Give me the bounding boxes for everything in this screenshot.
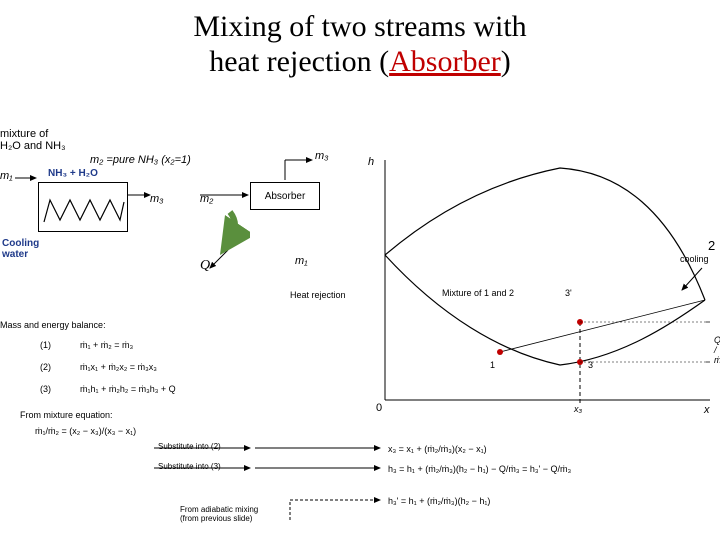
sub-into-3-label: Substitute into (3)	[158, 462, 221, 471]
m1-near-q-label: m₁	[295, 255, 308, 267]
x3-label: x₃	[574, 404, 582, 414]
result-x3: x₃ = x₁ + (ṁ₂/ṁ₃)(x₂ − x₁)	[388, 444, 487, 454]
eq2: ṁ₁x₁ + ṁ₂x₂ = ṁ₃x₃	[80, 362, 157, 372]
m3-small-label: m₃	[150, 193, 164, 205]
eq2-num: (2)	[40, 362, 51, 372]
mass-energy-balance-header: Mass and energy balance:	[0, 320, 106, 330]
eq1-num: (1)	[40, 340, 51, 350]
eq3-num: (3)	[40, 384, 51, 394]
sub-into-2-label: Substitute into (2)	[158, 442, 221, 451]
pt2-label: 2	[708, 238, 715, 253]
from-adiabatic-label: From adiabatic mixing (from previous sli…	[180, 505, 258, 523]
from-mixture-eq-header: From mixture equation:	[20, 410, 113, 420]
mixture-eq: ṁ₁/ṁ₂ = (x₂ − x₃)/(x₃ − x₁)	[35, 426, 136, 436]
h-axis-label: h	[368, 156, 374, 168]
m2-small-label: m₂	[200, 193, 213, 205]
three-prime-label: 3'	[565, 288, 572, 298]
cooling-label: cooling	[680, 254, 709, 264]
heat-rejection-label: Heat rejection	[290, 290, 346, 300]
pt1-label: 1	[490, 360, 495, 370]
q-label: Q	[200, 258, 210, 274]
q-arrow-icon	[210, 210, 250, 260]
hx-chart: h 0 x 2 Mixture of 1 and 2 3' cooling 1 …	[380, 160, 710, 440]
absorber-box: Absorber	[250, 182, 320, 210]
result-h3: h₃ = h₁ + (ṁ₂/ṁ₃)(h₂ − h₁) − Q/ṁ₃ = h₃' …	[388, 464, 571, 474]
q-over-m3-label: Q / ṁ₃	[714, 335, 720, 365]
result-h3p: h₃' = h₁ + (ṁ₂/ṁ₃)(h₂ − h₁)	[388, 496, 490, 506]
hx-chart-svg	[380, 160, 710, 440]
x-axis-label: x	[704, 404, 710, 416]
eq1: ṁ₁ + ṁ₂ = ṁ₃	[80, 340, 133, 350]
pt3-label: 3	[588, 360, 593, 370]
eq3: ṁ₁h₁ + ṁ₂h₂ = ṁ₃h₃ + Q	[80, 384, 176, 394]
zero-label: 0	[376, 402, 382, 414]
mix12-label: Mixture of 1 and 2	[442, 288, 514, 298]
